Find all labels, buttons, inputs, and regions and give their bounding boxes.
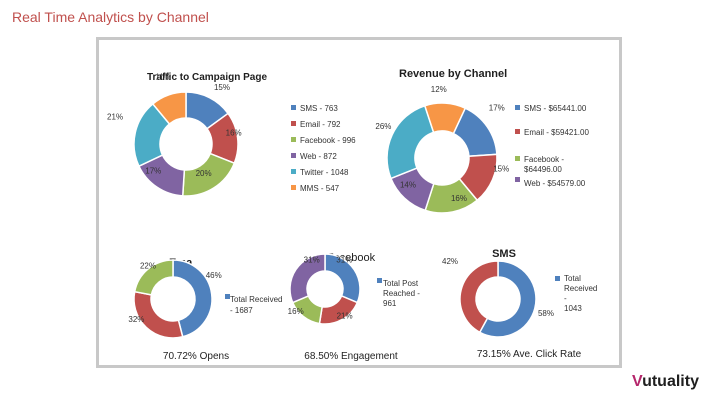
sms-pct-label: 42% (442, 257, 458, 266)
traffic-legend-swatch (291, 121, 296, 126)
revenue-pct-label: 15% (493, 165, 509, 174)
revenue-legend-entry: Email - $59421.00 (524, 128, 589, 137)
email-legend: Total Received - 1687 (230, 295, 282, 315)
email-pct-label: 32% (128, 315, 144, 324)
revenue-legend-entry: Web - $54579.00 (524, 179, 586, 188)
sms-legend-line: - (564, 294, 567, 303)
facebook-pct-label: 21% (337, 311, 353, 320)
facebook-legend-line: Reached - (383, 289, 420, 298)
facebook-pct-label: 31% (304, 255, 320, 264)
sms-legend-line: Total (564, 274, 581, 283)
traffic-legend-entry: Web - 872 (300, 152, 337, 161)
revenue-title: Revenue by Channel (399, 68, 507, 80)
revenue-legend-swatch (515, 177, 520, 182)
traffic-title: Traffic to Campaign Page (147, 72, 267, 83)
traffic-legend-swatch (291, 153, 296, 158)
revenue-pct-label: 17% (489, 103, 505, 112)
revenue-legend-entry-line: Facebook - (524, 155, 564, 164)
charts-canvas: Traffic to Campaign Page15%16%20%17%21%1… (107, 68, 597, 362)
sms-legend-line: Received (564, 284, 597, 293)
revenue-pct-label: 26% (375, 122, 391, 131)
sms-caption: 73.15% Ave. Click Rate (477, 349, 582, 360)
traffic-slice-6 (151, 91, 187, 126)
facebook-caption: 68.50% Engagement (304, 351, 398, 362)
traffic-legend-swatch (291, 169, 296, 174)
revenue-legend-entry-line: $64496.00 (524, 165, 562, 174)
facebook-legend-swatch (377, 278, 382, 283)
email-legend-swatch (225, 294, 230, 299)
traffic-pct-label: 21% (107, 112, 123, 121)
email-pct-label: 46% (206, 271, 222, 280)
traffic-legend-swatch (291, 185, 296, 190)
facebook-slice-4 (289, 253, 326, 304)
traffic-legend-entry: MMS - 547 (300, 184, 340, 193)
traffic-legend-entry: SMS - 763 (300, 104, 338, 113)
email-legend-line: - 1687 (230, 306, 253, 315)
sms-legend-line: 1043 (564, 304, 582, 313)
revenue-slice-6 (423, 102, 467, 135)
facebook-legend-line: Total Post (383, 279, 419, 288)
traffic-legend-entry: Twitter - 1048 (300, 168, 349, 177)
traffic-legend-swatch (291, 105, 296, 110)
revenue-legend-entry: Facebook -$64496.00 (524, 155, 564, 174)
traffic-legend-swatch (291, 137, 296, 142)
traffic-pct-label: 11% (155, 73, 170, 82)
traffic-pct-label: 20% (196, 169, 212, 178)
revenue-legend-swatch (515, 156, 520, 161)
brand-logo: Vutuality (632, 373, 699, 391)
sms-slice-1 (478, 260, 537, 338)
traffic-pct-label: 15% (214, 83, 230, 92)
revenue-slice-5 (386, 104, 435, 180)
sms-legend-swatch (555, 276, 560, 281)
sms-pct-label: 58% (538, 309, 554, 318)
traffic-pct-label: 17% (145, 166, 161, 175)
traffic-pct-label: 16% (226, 128, 242, 137)
email-legend-line: Total Received (230, 295, 282, 304)
email-slice-1 (172, 259, 213, 338)
traffic-legend-entry: Facebook - 996 (300, 136, 356, 145)
email-pct-label: 22% (140, 262, 156, 271)
revenue-legend-swatch (515, 105, 520, 110)
revenue-pct-label: 16% (451, 194, 467, 203)
sms-slice-2 (459, 260, 499, 334)
facebook-legend-line: 961 (383, 299, 397, 308)
sms-title: SMS (492, 248, 516, 260)
revenue-legend-entry: SMS - $65441.00 (524, 104, 587, 113)
traffic-legend-entry: Email - 792 (300, 120, 341, 129)
facebook-legend: Total Post Reached -961 (383, 279, 420, 308)
email-slice-3 (133, 259, 174, 296)
dashboard-panel: Traffic to Campaign Page 15% 16% 20% 17% 21% 1… (96, 37, 622, 368)
revenue-legend-swatch (515, 129, 520, 134)
email-caption: 70.72% Opens (163, 351, 229, 362)
revenue-pct-label: 12% (431, 85, 447, 94)
facebook-pct-label: 31% (336, 255, 352, 264)
revenue-pct-label: 14% (400, 180, 416, 189)
sms-legend: Total Received -1043 (564, 274, 597, 313)
page-title: Real Time Analytics by Channel (12, 9, 209, 25)
brand-mark: V (632, 373, 643, 390)
brand-name: utuality (642, 373, 699, 390)
facebook-pct-label: 16% (288, 307, 304, 316)
